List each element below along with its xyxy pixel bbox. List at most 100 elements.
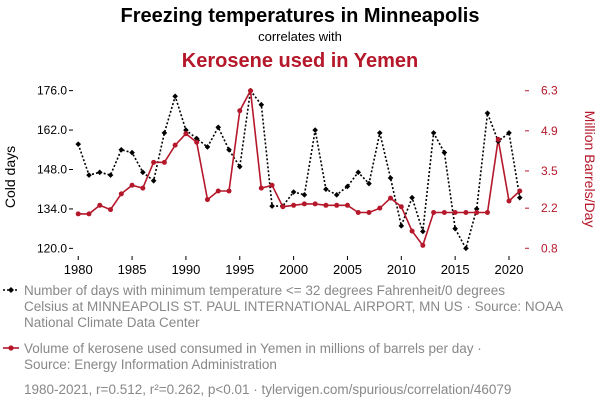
cold-days-point-2004 [333, 192, 340, 198]
kerosene-point-2004 [334, 202, 340, 208]
axes: 120.0 134.0 148.0 162.0 176.0 0.8 2.2 3.5 4.9 6.3… [37, 84, 558, 277]
cold-days-point-2018 [484, 110, 491, 116]
kerosene-point-1982 [97, 202, 103, 208]
cold-days-point-1986 [140, 169, 146, 176]
x-tick-label: 2000 [279, 262, 308, 277]
kerosene-point-2007 [366, 209, 372, 215]
kerosene-point-2014 [441, 209, 447, 215]
y-left-tick-label: 120.0 [37, 241, 67, 255]
kerosene-point-2005 [344, 202, 350, 208]
y-left-tick-label: 176.0 [37, 84, 67, 98]
cold-days-point-1993 [215, 124, 222, 131]
kerosene-point-1981 [86, 211, 92, 217]
cold-days-point-1989 [172, 93, 178, 100]
cold-days-point-1980 [75, 141, 82, 147]
kerosene-point-2021 [517, 188, 523, 194]
kerosene-point-1990 [183, 131, 189, 137]
kerosene-point-1999 [280, 204, 286, 210]
cold-days-point-1983 [107, 172, 114, 178]
cold-days-point-1981 [86, 172, 92, 178]
cold-days-point-1998 [269, 203, 275, 209]
cold-days-point-2011 [409, 194, 415, 201]
kerosene-point-1987 [151, 159, 157, 165]
legend-series1: Number of days with minimum temperature … [3, 283, 563, 330]
cold-days-point-1991 [193, 135, 200, 142]
legend-series1-marker [8, 287, 14, 293]
cold-days-point-2014 [441, 149, 448, 156]
x-tick-label: 2010 [387, 262, 416, 277]
cold-days-point-1994 [226, 146, 232, 153]
cold-days-point-2008 [376, 130, 383, 136]
kerosene-point-2006 [355, 209, 361, 215]
kerosene-point-2002 [312, 201, 318, 207]
kerosene-point-1988 [161, 159, 167, 165]
y-axis-right-title: Million Barrels/Day [582, 111, 598, 228]
y-left-tick-label: 134.0 [37, 202, 67, 216]
kerosene-point-1991 [194, 139, 200, 145]
x-tick-label: 2015 [441, 262, 470, 277]
series-cold-days-line [77, 88, 521, 251]
kerosene-point-2010 [398, 204, 404, 210]
y-right-tick-label: 0.8 [541, 241, 558, 255]
chart-footer: 1980-2021, r=0.512, r²=0.262, p<0.01 · t… [24, 382, 511, 397]
kerosene-point-2020 [506, 198, 512, 204]
cold-days-point-2003 [323, 186, 329, 193]
kerosene-point-1992 [204, 197, 210, 203]
cold-days-point-2010 [398, 223, 405, 229]
cold-days-point-2015 [452, 225, 458, 232]
kerosene-point-2011 [409, 228, 415, 234]
kerosene-point-1994 [226, 188, 232, 194]
legend-series1-text-3: National Climate Data Center [24, 315, 200, 330]
kerosene-point-2015 [452, 209, 458, 215]
y-right-tick-label: 6.3 [541, 84, 558, 98]
x-tick-label: 2020 [495, 262, 524, 277]
series-lines [77, 88, 521, 251]
kerosene-point-1986 [140, 185, 146, 191]
legend-series2-marker [8, 345, 14, 351]
kerosene-point-2013 [431, 209, 437, 215]
y-axis-left-title: Cold days [2, 146, 18, 208]
cold-days-point-2020 [506, 130, 512, 136]
cold-days-point-2021 [516, 194, 523, 201]
kerosene-point-1983 [108, 207, 114, 213]
x-tick-label: 1995 [225, 262, 254, 277]
kerosene-point-2001 [301, 201, 307, 207]
kerosene-point-2000 [291, 202, 297, 208]
y-right-tick-label: 3.5 [541, 164, 558, 178]
cold-days-point-2007 [366, 180, 372, 187]
series-markers [75, 87, 523, 252]
x-tick-label: 2005 [333, 262, 362, 277]
cold-days-point-2002 [312, 127, 318, 133]
chart-subtitle: correlates with [258, 29, 342, 44]
kerosene-point-1997 [258, 185, 264, 191]
legend-series1-text-2: Celsius at MINNEAPOLIS ST. PAUL INTERNAT… [24, 299, 563, 314]
cold-days-point-2005 [344, 183, 351, 190]
kerosene-point-2017 [474, 209, 480, 215]
legend-series2: Volume of kerosene used consumed in Yeme… [3, 341, 482, 372]
kerosene-point-1989 [172, 142, 178, 148]
cold-days-point-1988 [161, 130, 168, 136]
legend-series2-text-1: Volume of kerosene used consumed in Yeme… [24, 341, 482, 356]
x-tick-label: 1980 [64, 262, 93, 277]
cold-days-point-2006 [355, 169, 362, 176]
cold-days-point-1992 [204, 144, 211, 150]
kerosene-point-1985 [129, 182, 135, 188]
kerosene-point-2008 [377, 205, 383, 211]
kerosene-point-2016 [463, 209, 469, 215]
cold-days-point-1984 [118, 146, 125, 153]
y-right-tick-label: 4.9 [541, 124, 558, 138]
cold-days-point-2013 [430, 130, 437, 136]
x-tick-label: 1990 [171, 262, 200, 277]
chart-title: Freezing temperatures in Minneapolis [121, 5, 480, 27]
legend-series2-text-2: Source: Energy Information Administratio… [24, 357, 277, 372]
kerosene-point-1998 [269, 182, 275, 188]
y-left-tick-label: 148.0 [37, 163, 67, 177]
cold-days-point-2017 [473, 206, 480, 212]
cold-days-point-1990 [183, 127, 189, 133]
kerosene-point-2003 [323, 202, 329, 208]
cold-days-point-1985 [129, 149, 135, 156]
cold-days-point-2016 [463, 245, 469, 252]
kerosene-point-2019 [495, 136, 501, 142]
cold-days-point-2001 [301, 192, 308, 198]
